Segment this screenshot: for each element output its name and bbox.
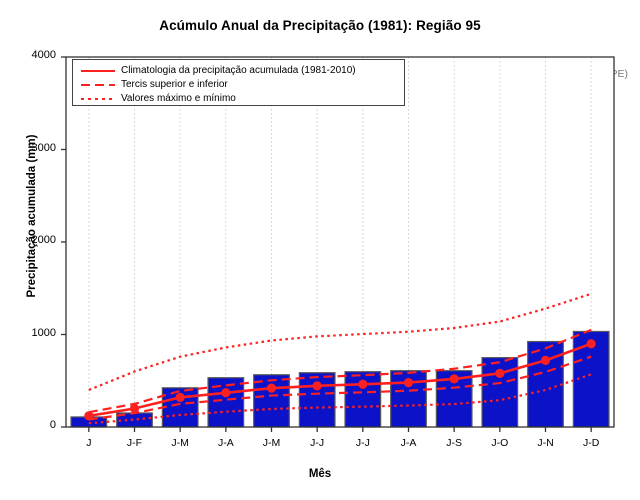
x-tick-label: J-A xyxy=(400,437,417,449)
legend-line-dashed-icon xyxy=(81,84,115,86)
chart-legend: Climatologia da precipitação acumulada (… xyxy=(72,59,405,106)
y-tick-label: 4000 xyxy=(31,49,56,61)
x-tick-label: J-J xyxy=(355,437,370,449)
chart-title: Acúmulo Anual da Precipitação (1981): Re… xyxy=(159,18,481,33)
legend-label: Tercis superior e inferior xyxy=(121,79,228,90)
x-tick-label: J-A xyxy=(217,437,234,449)
x-axis-label: Mês xyxy=(308,468,332,480)
x-tick-label: J-J xyxy=(310,437,325,449)
y-tick-label: 3000 xyxy=(31,141,56,154)
x-tick-label: J-N xyxy=(537,437,554,449)
legend-line-solid-icon xyxy=(81,70,115,72)
y-tick-label: 2000 xyxy=(31,234,56,246)
y-tick-label: 0 xyxy=(49,419,56,431)
x-tick-label: J-M xyxy=(171,437,189,449)
x-tick-label: J-F xyxy=(126,437,143,449)
x-tick-label: J xyxy=(86,437,92,449)
y-tick-label: 1000 xyxy=(31,326,56,339)
legend-label: Valores máximo e mínimo xyxy=(121,93,236,104)
x-tick-label: J-M xyxy=(262,437,281,449)
legend-label: Climatologia da precipitação acumulada (… xyxy=(121,65,356,76)
x-tick-label: J-D xyxy=(582,437,600,449)
x-tick-label: J-O xyxy=(491,437,509,449)
legend-line-dotted-icon xyxy=(81,98,115,100)
x-tick-label: J-S xyxy=(446,437,463,449)
